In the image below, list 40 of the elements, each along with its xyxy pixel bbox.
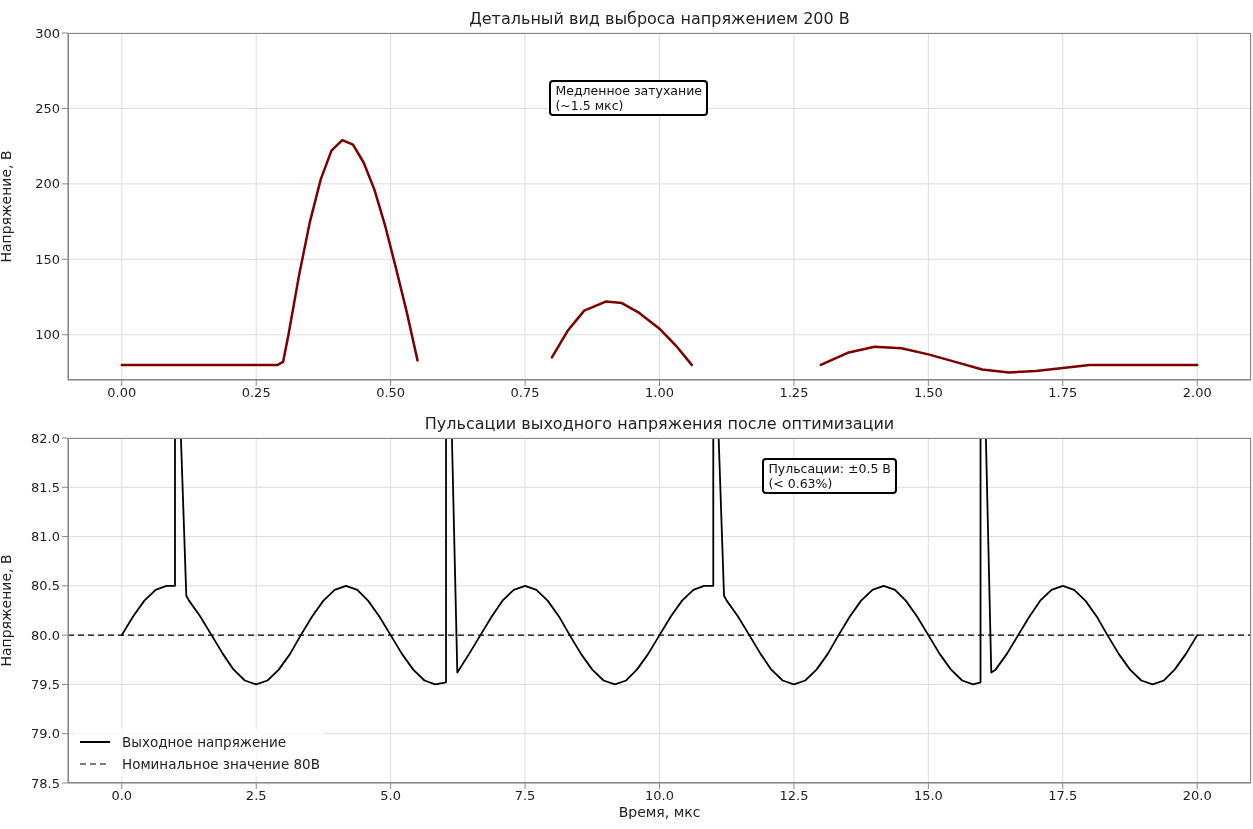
x-tick-label: 2.5	[245, 788, 267, 804]
x-tick-label: 17.5	[1048, 788, 1078, 804]
y-tick-label: 81.5	[31, 479, 60, 495]
x-tick-label: 1.00	[645, 385, 674, 401]
x-tick-label: 0.0	[111, 788, 133, 804]
y-tick-label: 200	[35, 176, 60, 192]
y-tick-label: 250	[35, 101, 60, 117]
y-tick-label: 79.0	[31, 726, 60, 742]
y-tick-label: 300	[35, 25, 60, 41]
x-tick-label: 1.50	[913, 385, 943, 401]
x-tick-label: 0.75	[510, 385, 540, 401]
x-tick-label: 7.5	[514, 788, 536, 804]
y-tick-label: 80.5	[31, 578, 60, 594]
y-tick-label: 79.5	[31, 677, 60, 693]
x-tick-label: 1.75	[1048, 385, 1078, 401]
x-tick-label: 0.25	[241, 385, 271, 401]
y-tick-label: 100	[35, 327, 60, 343]
annotation: Пульсации: ±0.5 В (< 0.63%)	[762, 457, 897, 494]
legend-label: Номинальное значение 80В	[122, 756, 320, 772]
x-tick-label: 2.00	[1182, 385, 1212, 401]
x-tick-label: 0.50	[376, 385, 406, 401]
y-tick-label: 81.0	[31, 529, 60, 545]
chart-title: Детальный вид выброса напряжением 200 В	[468, 9, 851, 28]
y-tick-label: 78.5	[31, 775, 60, 791]
x-tick-label: 12.5	[779, 788, 809, 804]
y-axis-title: Напряжение, В	[0, 554, 14, 667]
y-axis-title: Напряжение, В	[0, 150, 14, 263]
x-axis-title: Время, мкс	[618, 804, 701, 820]
x-tick-label: 20.0	[1182, 788, 1212, 804]
y-tick-label: 150	[35, 251, 60, 267]
legend-label: Выходное напряжение	[122, 734, 287, 750]
y-tick-label: 80.0	[31, 627, 60, 643]
x-tick-label: 15.0	[913, 788, 943, 804]
x-tick-label: 0.00	[107, 385, 137, 401]
x-tick-label: 10.0	[645, 788, 674, 804]
y-tick-label: 82.0	[31, 430, 60, 446]
x-tick-label: 1.25	[779, 385, 809, 401]
annotation: Медленное затухание (~1.5 мкс)	[549, 79, 708, 116]
chart-title: Пульсации выходного напряжения после оптимизации	[423, 414, 896, 433]
x-tick-label: 5.0	[380, 788, 401, 804]
